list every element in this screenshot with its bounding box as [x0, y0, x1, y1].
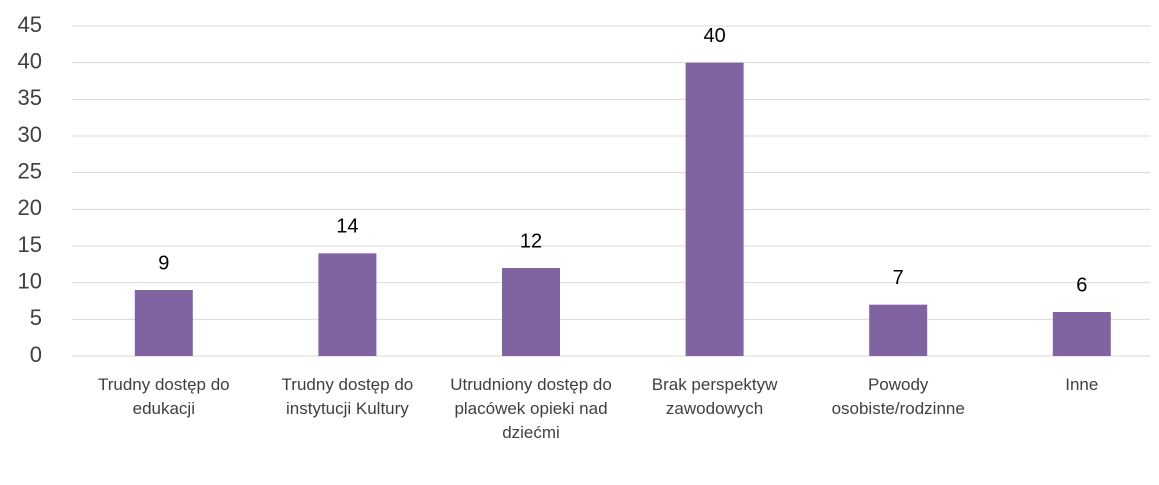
data-label: 40	[703, 25, 725, 47]
y-tick-label: 40	[18, 48, 42, 73]
bar	[502, 268, 560, 356]
y-tick-label: 45	[18, 12, 42, 37]
x-tick-label: Inne	[1065, 375, 1098, 394]
data-label: 12	[520, 230, 542, 252]
data-label: 9	[158, 252, 169, 274]
bar	[318, 253, 377, 356]
x-tick-label: Trudny dostęp do instytucji Kultury	[282, 375, 414, 418]
y-tick-label: 35	[18, 85, 42, 110]
x-tick-label: Powody osobiste/rodzinne	[832, 375, 965, 418]
bar	[1052, 312, 1111, 356]
bar	[685, 62, 744, 357]
x-tick-label: Trudny dostęp do edukacji	[98, 375, 230, 418]
bar	[134, 290, 193, 356]
y-tick-label: 10	[18, 268, 42, 293]
data-label: 6	[1076, 274, 1087, 296]
x-tick-label: Brak perspektyw zawodowych	[652, 375, 778, 418]
data-label: 7	[893, 267, 904, 289]
y-tick-label: 0	[30, 342, 42, 367]
x-tick-label: Utrudniony dostęp do placówek opieki nad d…	[450, 375, 612, 442]
y-tick-label: 15	[18, 232, 42, 257]
y-tick-label: 5	[30, 305, 42, 330]
y-tick-label: 20	[18, 195, 42, 220]
data-label: 14	[336, 216, 358, 238]
y-tick-label: 25	[18, 158, 42, 183]
y-tick-label: 30	[18, 122, 42, 147]
bar	[869, 304, 928, 356]
